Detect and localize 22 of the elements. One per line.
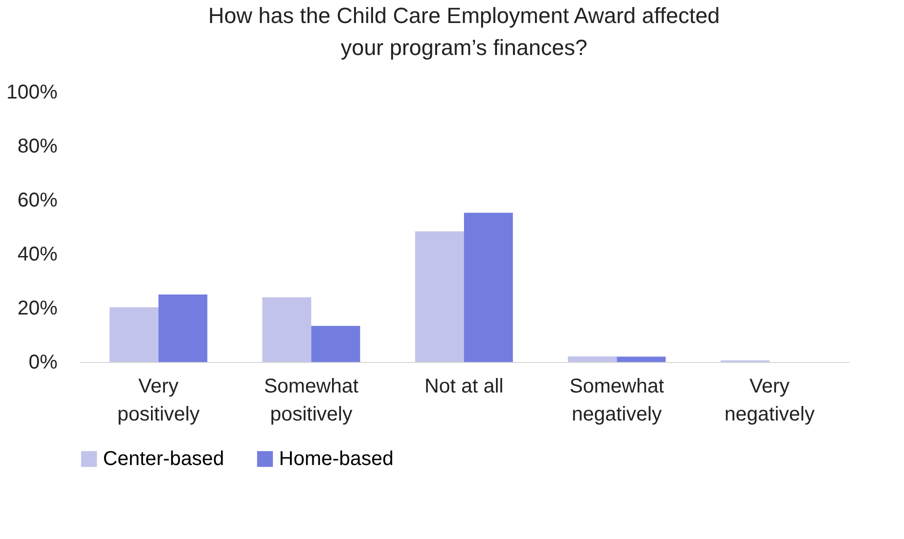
y-tick-label: 60% (17, 190, 58, 212)
legend-label: Center-based (103, 448, 224, 470)
x-tick-label: Very positively (117, 376, 200, 426)
legend-label: Home-based (279, 448, 394, 470)
y-tick-label: 100% (6, 82, 58, 104)
y-tick-label: 20% (17, 298, 58, 320)
bar (262, 297, 312, 362)
chart-title: How has the Child Care Employment Award affected your program’s finances? (208, 3, 720, 60)
bar (415, 231, 464, 362)
bar (311, 326, 360, 362)
bar (616, 356, 666, 362)
x-tick-label: Somewhat positively (264, 376, 359, 426)
bar (158, 294, 208, 362)
x-tick-label: Not at all (424, 376, 504, 398)
y-tick-label: 0% (28, 352, 58, 374)
y-tick-label: 80% (17, 136, 58, 158)
x-tick-label: Somewhat negatively (570, 376, 664, 426)
x-tick-label: Very negatively (724, 376, 815, 426)
y-tick-label: 40% (17, 244, 58, 266)
bar (110, 307, 158, 362)
bar (464, 212, 513, 362)
bar (568, 356, 617, 362)
